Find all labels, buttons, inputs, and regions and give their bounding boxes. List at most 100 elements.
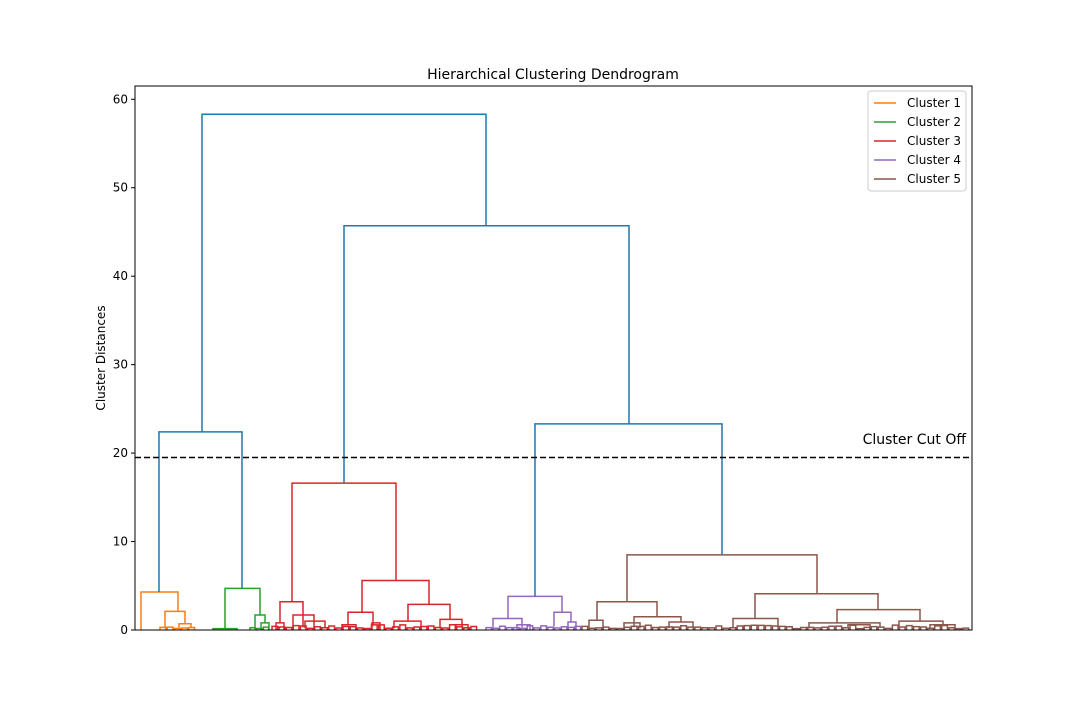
y-tick-label: 50 [113,181,128,195]
dendrogram-link [764,624,772,630]
dendrogram-link [623,622,641,629]
dendrogram-link [159,626,167,630]
dendrogram-link [926,627,935,630]
dendrogram-link [750,624,758,630]
dendrogram-link [630,625,638,630]
dendrogram-link [441,627,449,630]
dendrogram-link [948,626,956,630]
dendrogram-link [651,626,659,630]
dendrogram-link [771,625,779,630]
dendrogram-link [785,625,793,630]
dendrogram-link [304,620,326,629]
dendrogram-link [687,626,695,630]
dendrogram-link [574,625,582,630]
dendrogram-link [399,624,407,630]
dendrogram-link [534,423,723,597]
legend-label: Cluster 3 [907,134,961,148]
dendrogram-link [320,626,329,630]
dendrogram-link [448,624,457,630]
dendrogram-link [792,627,801,630]
dendrogram-link [271,625,279,630]
dendrogram-link [347,611,374,626]
dendrogram-link [328,625,336,630]
dendrogram-link [870,625,878,630]
dendrogram-link [799,626,808,630]
dendrogram-link [835,625,843,630]
dendrogram-link [299,625,307,630]
dendrogram-link [933,625,942,630]
dendrogram-link [164,610,186,629]
dendrogram-link [665,626,674,630]
dendrogram-link [806,626,815,630]
dendrogram-link [306,627,314,630]
dendrogram-link [715,625,723,630]
dendrogram-link [540,625,548,630]
dendrogram-link [658,626,666,630]
dendrogram-link [898,626,906,630]
dendrogram-link [694,626,702,630]
dendrogram-link [891,624,899,630]
dendrogram-link [553,611,572,627]
dendrogram-link [533,627,541,630]
dendrogram-link [291,482,397,602]
dendrogram-link [884,627,892,630]
dendrogram-link [292,624,300,630]
dendrogram-link [285,626,293,630]
dendrogram-link [492,627,500,630]
dendrogram-link [732,617,779,628]
dendrogram-link [808,622,881,629]
dendrogram-link [616,627,624,630]
dendrogram-link [427,625,435,630]
dendrogram-link [743,624,751,630]
dendrogram-link [455,626,464,630]
dendrogram-link [519,627,527,630]
dendrogram-link [877,626,885,630]
y-tick-label: 30 [113,358,128,372]
dendrogram-link [814,627,822,630]
y-tick-label: 20 [113,446,128,460]
dendrogram-link [644,624,652,630]
dendrogram-link [708,627,716,630]
dendrogram-link [370,624,378,630]
dendrogram-link [609,627,617,630]
dendrogram-link [335,627,343,630]
dendrogram-link [567,626,575,630]
y-tick-label: 10 [113,535,128,549]
dendrogram-link [941,624,949,630]
dendrogram-link [929,623,956,630]
dendrogram-link [722,627,730,630]
dendrogram-link [581,625,589,630]
dendrogram-link [434,626,442,630]
chart-title: Hierarchical Clustering Dendrogram [427,67,679,83]
dendrogram-link [356,627,364,630]
dendrogram-link [505,626,513,630]
dendrogram-link [863,626,871,630]
dendrogram-link [173,627,181,630]
dendrogram-link [602,626,610,630]
y-axis: 0 10 20 30 40 50 60 [113,92,135,637]
dendrogram-link [377,624,385,630]
dendrogram-link [406,627,414,630]
dendrogram-link [847,623,871,629]
dendrogram-link [188,626,196,630]
dendrogram-link [470,625,478,630]
legend: Cluster 1 Cluster 2 Cluster 3 Cluster 4 Clus… [867,90,967,192]
dendrogram-link [680,624,688,630]
dendrogram-link [392,626,400,630]
legend-box [867,90,967,192]
y-tick-label: 60 [113,92,128,106]
dendrogram-link [596,600,658,621]
dendrogram-link [595,627,603,630]
dendrogram-link [313,625,322,630]
dendrogram-link [828,625,836,630]
dendrogram-link [413,626,421,630]
dendrogram-link [668,621,694,629]
dendrogram-link [407,603,451,622]
dendrogram-link [166,626,174,630]
y-tick-label: 40 [113,269,128,283]
dendrogram-link [560,626,568,630]
dendrogram-link [384,627,393,630]
dendrogram-link [249,627,257,630]
dendrogram-link [363,627,371,630]
